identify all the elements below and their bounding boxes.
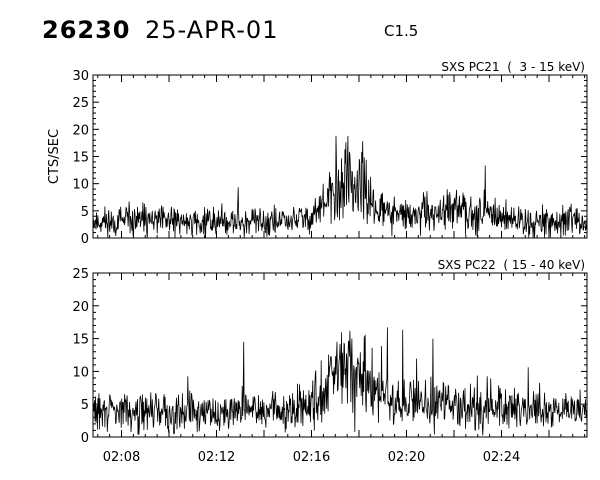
- event-id: 26230: [42, 16, 131, 44]
- goes-class: C1.5: [384, 22, 419, 40]
- y-tick-label-pc22: 5: [81, 398, 89, 413]
- x-tick-label: 02:12: [198, 450, 235, 465]
- y-tick-label-pc21: 30: [72, 69, 89, 84]
- series-line-pc21: [92, 135, 588, 239]
- x-tick-label: 02:16: [293, 450, 330, 465]
- y-tick-label-pc22: 20: [72, 300, 89, 315]
- y-tick-label-pc21: 0: [81, 232, 89, 247]
- plot-frame-pc21: [92, 74, 588, 239]
- series-line-pc22: [92, 327, 588, 436]
- y-tick-label-pc21: 20: [72, 123, 89, 138]
- x-tick-label: 02:08: [103, 450, 140, 465]
- x-tick-label: 02:20: [388, 450, 425, 465]
- panel-title-pc21: SXS PC21 ( 3 - 15 keV): [441, 60, 585, 74]
- y-tick-label-pc22: 0: [81, 431, 89, 446]
- panel-title-pc22: SXS PC22 ( 15 - 40 keV): [438, 258, 585, 272]
- y-tick-label-pc21: 10: [72, 178, 89, 193]
- y-tick-label-pc22: 10: [72, 365, 89, 380]
- y-axis-label: CTS/SEC: [47, 129, 62, 184]
- y-tick-label-pc21: 15: [72, 151, 89, 166]
- y-tick-label-pc22: 25: [72, 267, 89, 282]
- x-tick-label: 02:24: [483, 450, 520, 465]
- y-tick-label-pc22: 15: [72, 333, 89, 348]
- y-tick-label-pc21: 25: [72, 96, 89, 111]
- event-date: 25-APR-01: [145, 16, 279, 44]
- y-tick-label-pc21: 5: [81, 205, 89, 220]
- plot-frame-pc22: [92, 272, 588, 438]
